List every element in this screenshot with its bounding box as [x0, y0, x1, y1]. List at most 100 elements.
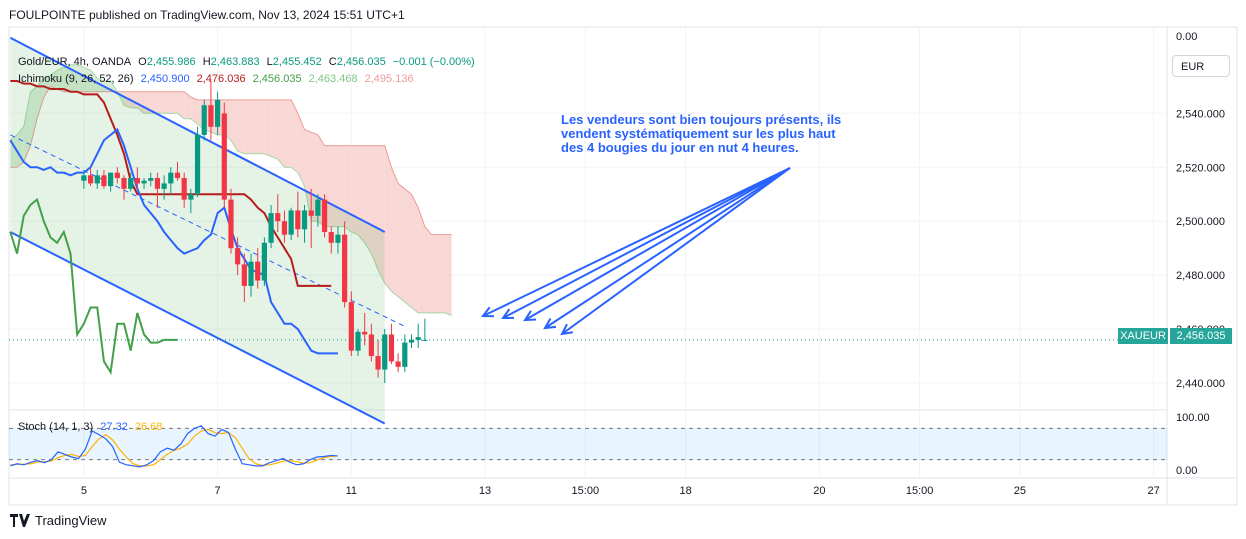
candle-series [9, 80, 1167, 384]
annotation-text[interactable]: Les vendeurs sont bien toujours présents… [561, 112, 842, 155]
cloud-segment [444, 234, 452, 316]
candle-body [415, 337, 421, 340]
candle-body [335, 234, 341, 243]
candle-body [375, 356, 381, 370]
candle-body [368, 334, 374, 357]
time-tick-label: 15:00 [906, 485, 934, 497]
candle-body [408, 339, 415, 343]
candle-body [108, 172, 114, 187]
candle-body [114, 172, 120, 179]
tenkan-line [9, 127, 338, 355]
cloud-segment [137, 91, 145, 114]
tradingview-logo-icon [10, 514, 30, 527]
price-tag-value: 2,456.035 [1170, 328, 1232, 344]
stoch-legend[interactable]: Stoch (14, 1, 3) 27.32 26.68 [18, 421, 166, 433]
channel-lower [9, 231, 386, 425]
candle-body [161, 183, 167, 189]
price-axis-top-label: 0.00 [1176, 31, 1197, 43]
candle-body [94, 175, 100, 184]
chikou-value: 2,456.035 [252, 73, 302, 85]
cloud-segment [438, 234, 445, 313]
cloud-segment [177, 91, 185, 119]
cloud-segment [63, 64, 71, 92]
chikou-line [9, 197, 178, 376]
cloud-segment [304, 129, 312, 222]
footer-brand-text: TradingView [35, 513, 107, 528]
cloud-segment [384, 145, 392, 292]
time-tick-label: 5 [81, 485, 87, 497]
kijun-value: 2,476.036 [196, 73, 246, 85]
candle-body [168, 172, 174, 184]
candle-body [101, 175, 107, 187]
senkou-a-line [10, 64, 452, 317]
price-tick-label: 2,520.000 [1176, 162, 1225, 174]
symbol-legend[interactable]: Gold/EUR, 4h, OANDA O2,455.986 H2,463.88… [18, 56, 479, 68]
arrow-head [523, 310, 537, 322]
cloud-segment [257, 99, 265, 154]
arrow-head [543, 317, 557, 330]
candle-body [128, 178, 134, 189]
price-tick-label: 2,540.000 [1176, 108, 1225, 120]
candle-body [321, 199, 328, 232]
annotation-arrows [481, 167, 791, 336]
candle-body [201, 105, 207, 135]
cloud-segment [150, 91, 158, 114]
candle-body [382, 334, 388, 370]
cloud-segment [398, 183, 405, 303]
ichimoku-legend[interactable]: Ichimoku (9, 26, 52, 26) 2,450.900 2,476… [18, 73, 418, 85]
low-value: 2,455.452 [272, 56, 322, 68]
stoch-tick-label: 100.00 [1176, 412, 1210, 424]
candle-body [194, 134, 201, 195]
open-value: 2,455.986 [146, 56, 196, 68]
candle-body [308, 210, 314, 216]
candle-body [188, 194, 194, 200]
candle-body [268, 213, 274, 243]
senkou-b-line [10, 85, 452, 236]
candle-body [388, 334, 395, 362]
candle-body [295, 210, 301, 230]
stochastic-pane [9, 425, 1167, 468]
cloud-segment [351, 145, 359, 235]
candle-body [355, 331, 361, 351]
candle-body [81, 175, 87, 181]
currency-button[interactable]: EUR [1172, 55, 1230, 77]
candle-body [348, 302, 354, 351]
candle-body [261, 242, 268, 281]
candle-body [362, 331, 368, 335]
time-tick-label: 7 [215, 485, 221, 497]
footer-brand[interactable]: TradingView [10, 513, 107, 528]
arrow-head [481, 306, 495, 318]
candle-body [87, 175, 94, 184]
cloud-segment [83, 67, 91, 92]
channel-fill [10, 37, 385, 424]
cloud-segment [164, 91, 171, 114]
cloud-segment [230, 99, 238, 152]
change-value: −0.001 (−0.00%) [392, 56, 475, 68]
high-value: 2,463.883 [210, 56, 260, 68]
stoch-band [9, 428, 1167, 460]
cloud-segment [30, 86, 38, 146]
candle-body [208, 105, 214, 127]
cloud-segment [244, 99, 252, 154]
price-tick-label: 2,440.000 [1176, 378, 1225, 390]
time-tick-label: 11 [346, 485, 357, 497]
channel-mid [10, 134, 406, 327]
candle-body [215, 99, 221, 127]
arrow-head [560, 323, 574, 336]
ichimoku-cloud [10, 64, 452, 317]
candle-body [181, 178, 187, 200]
candle-body [248, 261, 254, 286]
candle-body [228, 199, 234, 249]
cloud-segment [411, 194, 419, 313]
chart-frame [8, 26, 1238, 506]
price-tag-symbol: XAUEUR [1118, 328, 1168, 344]
candle-body [154, 178, 161, 189]
candle-body [275, 213, 281, 222]
senkou-b-value: 2,495.136 [364, 73, 414, 85]
arrow-line [502, 167, 791, 319]
candle-body [241, 264, 247, 286]
cloud-segment [431, 234, 439, 313]
cloud-segment [391, 167, 399, 297]
candle-body [221, 113, 227, 200]
